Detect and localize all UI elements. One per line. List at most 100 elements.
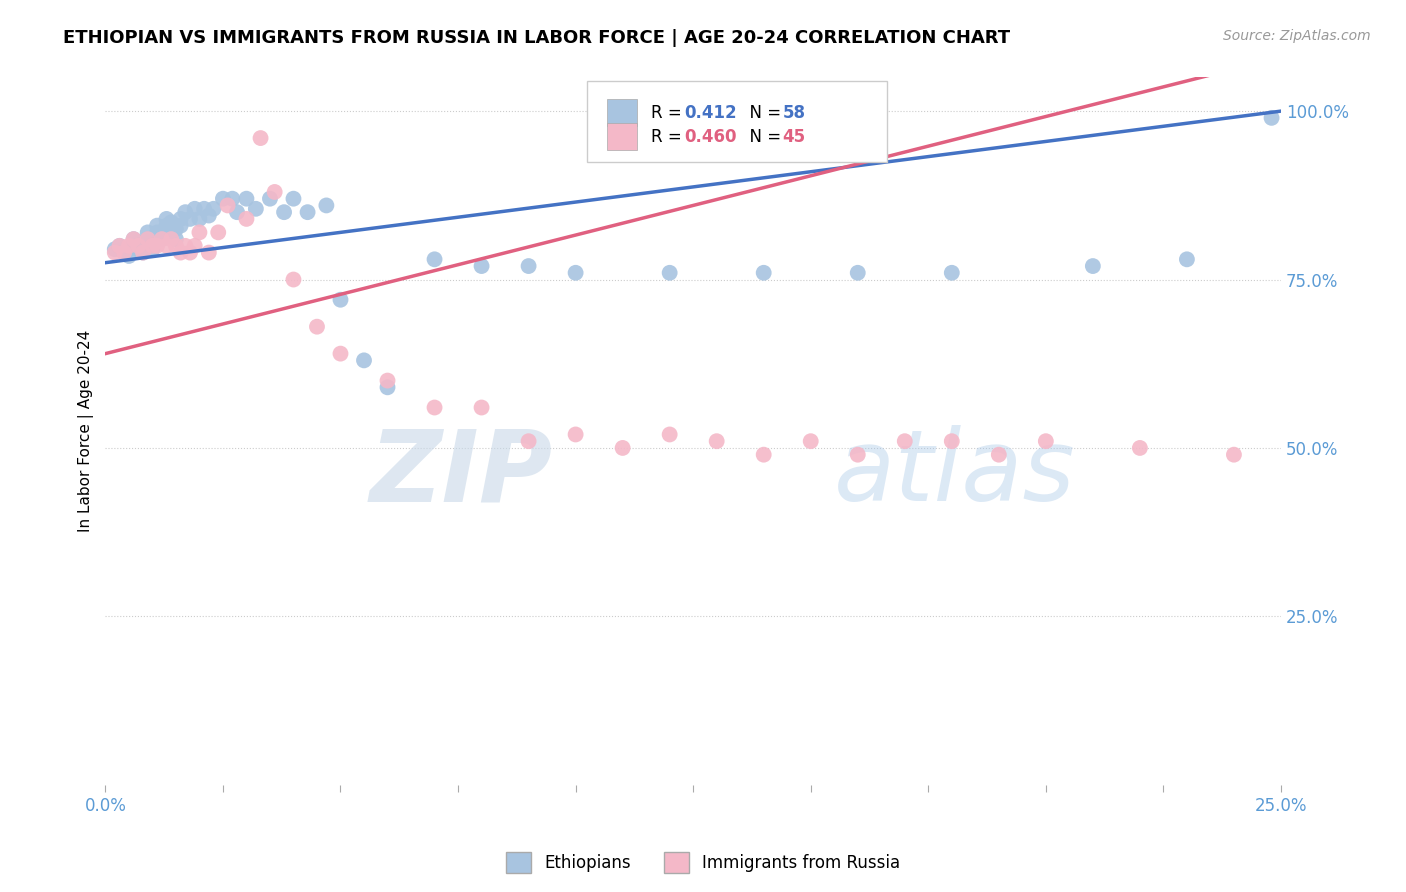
Point <box>174 205 197 219</box>
Point <box>941 434 963 449</box>
Point <box>235 211 257 226</box>
Point <box>471 401 494 415</box>
Point <box>150 232 173 246</box>
Point <box>188 211 211 226</box>
Point <box>132 239 155 253</box>
Point <box>108 239 131 253</box>
Point <box>564 427 586 442</box>
Legend: Ethiopians, Immigrants from Russia: Ethiopians, Immigrants from Russia <box>499 846 907 880</box>
Point <box>198 209 221 223</box>
Point <box>706 434 728 449</box>
Point <box>179 245 201 260</box>
Point <box>104 245 127 260</box>
Point <box>846 448 869 462</box>
Text: N =: N = <box>740 128 786 145</box>
Point <box>127 239 149 253</box>
FancyBboxPatch shape <box>607 123 637 150</box>
Point <box>160 226 183 240</box>
Point <box>752 266 775 280</box>
Point <box>894 434 917 449</box>
Point <box>183 239 205 253</box>
Point <box>127 242 149 256</box>
Point <box>132 245 155 260</box>
Text: 58: 58 <box>783 103 806 121</box>
Point <box>329 346 352 360</box>
Point <box>136 226 159 240</box>
Point <box>259 192 281 206</box>
Point <box>146 226 169 240</box>
Point <box>423 252 446 267</box>
Point <box>377 380 399 394</box>
Point <box>221 192 243 206</box>
Point <box>165 232 187 246</box>
Point <box>329 293 352 307</box>
Point <box>1081 259 1104 273</box>
Point <box>212 192 235 206</box>
Text: R =: R = <box>651 128 688 145</box>
Point <box>1035 434 1057 449</box>
Point <box>305 319 328 334</box>
Point <box>160 215 183 229</box>
Point <box>193 202 215 216</box>
Point <box>377 374 399 388</box>
Point <box>800 434 823 449</box>
Point <box>207 226 229 240</box>
Text: N =: N = <box>740 103 786 121</box>
Point <box>1129 441 1152 455</box>
Point <box>846 266 869 280</box>
Point <box>118 239 141 253</box>
Point <box>263 185 285 199</box>
FancyBboxPatch shape <box>588 81 887 162</box>
Point <box>141 242 163 256</box>
Point <box>118 242 141 256</box>
Point <box>245 202 267 216</box>
Point <box>132 245 155 260</box>
Text: ZIP: ZIP <box>370 425 553 522</box>
Point <box>127 235 149 250</box>
Point <box>315 198 337 212</box>
Text: 0.460: 0.460 <box>683 128 737 145</box>
Point <box>987 448 1010 462</box>
Point <box>612 441 634 455</box>
Point <box>202 202 225 216</box>
Point <box>141 239 163 253</box>
Point <box>283 192 305 206</box>
Point <box>658 427 681 442</box>
Point <box>564 266 586 280</box>
Point <box>297 205 319 219</box>
Point <box>226 205 249 219</box>
Point <box>752 448 775 462</box>
Point <box>283 272 305 286</box>
Point <box>517 434 540 449</box>
Point <box>471 259 494 273</box>
Point <box>249 131 271 145</box>
Point <box>155 211 177 226</box>
Point <box>160 232 183 246</box>
Y-axis label: In Labor Force | Age 20-24: In Labor Force | Age 20-24 <box>79 330 94 533</box>
Text: R =: R = <box>651 103 688 121</box>
Text: atlas: atlas <box>834 425 1076 522</box>
Point <box>150 232 173 246</box>
Text: 0.412: 0.412 <box>683 103 737 121</box>
Point <box>188 226 211 240</box>
Point <box>136 232 159 246</box>
Point <box>353 353 375 368</box>
Point <box>1260 111 1282 125</box>
Point <box>136 232 159 246</box>
Point <box>122 239 145 253</box>
Point <box>179 211 201 226</box>
Point <box>118 249 141 263</box>
Point <box>1175 252 1198 267</box>
Point <box>174 239 197 253</box>
Point <box>122 232 145 246</box>
Point <box>112 245 135 260</box>
Point <box>217 198 239 212</box>
Text: 45: 45 <box>783 128 806 145</box>
Point <box>155 219 177 233</box>
Point <box>517 259 540 273</box>
Point <box>169 211 191 226</box>
Point <box>141 232 163 246</box>
Point <box>108 239 131 253</box>
Point <box>198 245 221 260</box>
Text: Source: ZipAtlas.com: Source: ZipAtlas.com <box>1223 29 1371 43</box>
